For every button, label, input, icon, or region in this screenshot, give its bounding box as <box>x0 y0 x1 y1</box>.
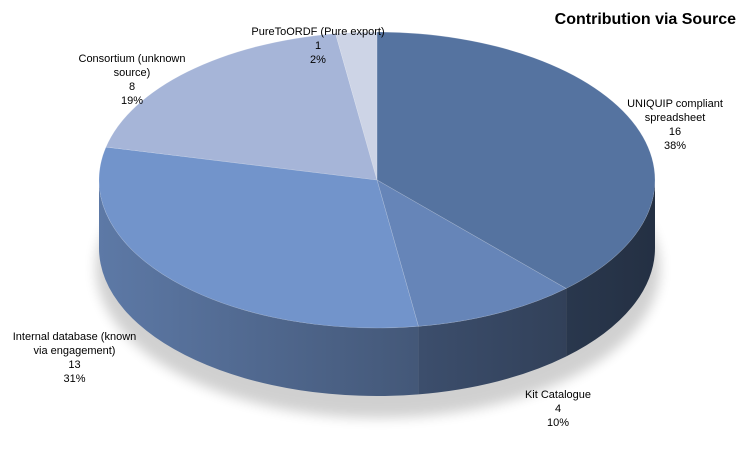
slice-side-uniquip-compliant-spreadsheet <box>566 180 655 357</box>
slice-kit-catalogue <box>376 179 567 327</box>
label-pure-name: PureToORDF (Pure export) <box>251 26 385 38</box>
label-pure-percent: 2% <box>310 54 326 66</box>
label-uniquip-percent: 38% <box>663 140 687 152</box>
label-consortium-name-1: Consortium (unknown <box>78 53 186 65</box>
slice-side-internal-database-known-via-engagement <box>99 180 419 396</box>
label-uniquip-name-2: spreadsheet <box>644 112 706 124</box>
label-consortium-name-2: source) <box>113 67 151 79</box>
label-uniquip: UNIQUIP compliant spreadsheet 16 38% <box>610 97 740 153</box>
label-kit-percent: 10% <box>546 417 570 429</box>
label-internal-value: 13 <box>68 359 81 371</box>
chart-title: Contribution via Source <box>554 11 736 28</box>
label-internal-name-2: via engagement) <box>33 345 116 357</box>
label-kit-name: Kit Catalogue <box>524 389 592 401</box>
label-pure-value: 1 <box>314 40 322 52</box>
slice-uniquip-compliant-spreadsheet <box>376 31 656 289</box>
slice-consortium-unknown-source <box>105 33 378 181</box>
label-uniquip-name-1: UNIQUIP compliant <box>627 98 723 110</box>
label-internal-percent: 31% <box>63 373 86 385</box>
slice-side-kit-catalogue <box>418 288 567 395</box>
label-consortium-value: 8 <box>128 81 136 93</box>
label-uniquip-value: 16 <box>668 126 682 138</box>
label-internal-name-1: Internal database (known <box>12 331 137 343</box>
label-internal-database: Internal database (known via engagement)… <box>2 330 147 386</box>
label-puretoordf: PureToORDF (Pure export) 1 2% <box>243 25 393 67</box>
label-consortium: Consortium (unknown source) 8 19% <box>72 52 192 108</box>
slice-internal-database-known-via-engagement <box>98 146 419 329</box>
label-kit-value: 4 <box>554 403 562 415</box>
label-kit-catalogue: Kit Catalogue 4 10% <box>508 388 608 430</box>
label-consortium-percent: 19% <box>120 95 144 107</box>
slice-puretoordf-pure-export <box>335 31 378 181</box>
